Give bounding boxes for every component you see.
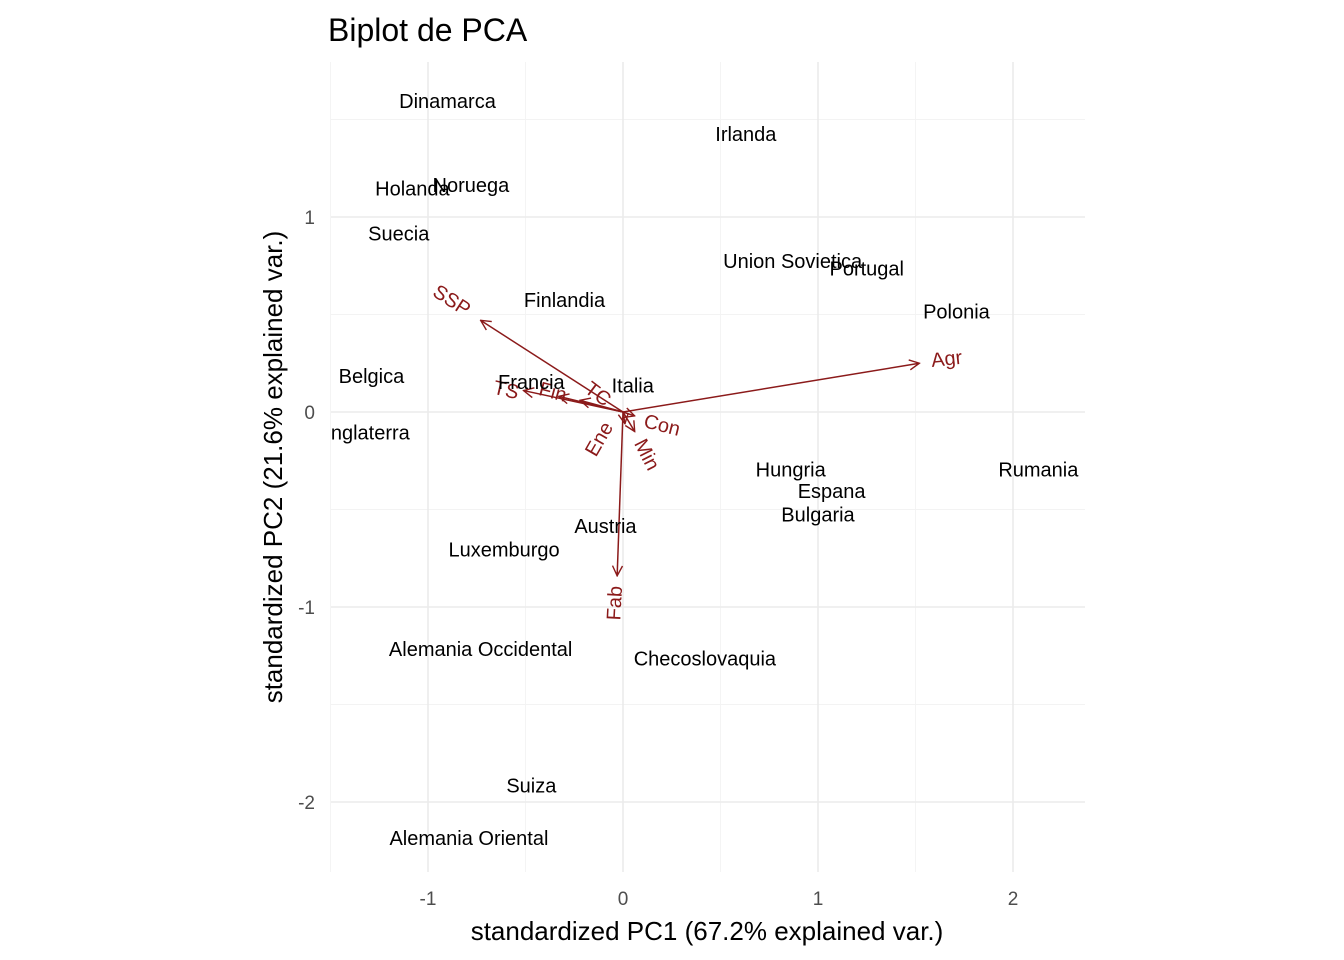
- point-label: Noruega: [433, 175, 511, 197]
- x-tick-label: 2: [1008, 889, 1019, 910]
- chart-title: Biplot de PCA: [328, 12, 528, 48]
- point-label: Rumania: [998, 460, 1079, 482]
- arrow-fab: [617, 411, 624, 576]
- y-tick-label: 1: [304, 208, 315, 229]
- var-label-min: Min: [629, 436, 663, 475]
- var-label-ene: Ene: [581, 418, 618, 460]
- x-tick-label: 1: [813, 889, 824, 910]
- point-label: Austria: [574, 516, 637, 538]
- point-label: Luxemburgo: [448, 539, 559, 561]
- arrow-tc: [580, 400, 624, 413]
- y-tick-label: -1: [298, 598, 315, 619]
- x-tick-label: 0: [618, 889, 629, 910]
- point-label: Espana: [798, 481, 867, 503]
- point-label: Portugal: [830, 259, 905, 281]
- arrow-ssp: [481, 320, 624, 413]
- point-label: Alemania Occidental: [389, 639, 572, 661]
- point-label: Suiza: [506, 775, 557, 797]
- y-axis-ticks: -2 -1 0 1: [298, 208, 315, 814]
- arrow-agr: [622, 363, 919, 413]
- point-label: Polonia: [923, 302, 991, 324]
- y-tick-label: 0: [304, 403, 315, 424]
- point-label: Suecia: [368, 224, 430, 246]
- var-label-agr: Agr: [930, 347, 964, 372]
- point-label: Belgica: [339, 366, 405, 388]
- point-label: Irlanda: [715, 124, 777, 146]
- point-label: Finlandia: [524, 290, 606, 312]
- var-label-tc: TC: [580, 378, 615, 412]
- arrow-min: [622, 411, 635, 432]
- point-label: Checoslovaquia: [634, 649, 777, 671]
- point-label: Inglaterra: [325, 422, 410, 444]
- point-label: Holanda: [375, 179, 450, 201]
- point-label: Alemania Oriental: [389, 828, 548, 850]
- x-axis-title: standardized PC1 (67.2% explained var.): [471, 916, 944, 946]
- point-label: Hungria: [756, 460, 827, 482]
- point-label: Union Sovietica: [723, 251, 863, 273]
- point-label: Bulgaria: [781, 504, 855, 526]
- var-label-fab: Fab: [603, 585, 627, 621]
- y-axis-title: standardized PC2 (21.6% explained var.): [258, 231, 288, 704]
- x-axis-ticks: -1 0 1 2: [420, 889, 1019, 910]
- point-label: Italia: [612, 376, 655, 398]
- x-tick-label: -1: [420, 889, 437, 910]
- point-label: Dinamarca: [399, 91, 497, 113]
- y-tick-label: -2: [298, 793, 315, 814]
- grid: [330, 62, 1085, 872]
- point-label: Francia: [498, 372, 566, 394]
